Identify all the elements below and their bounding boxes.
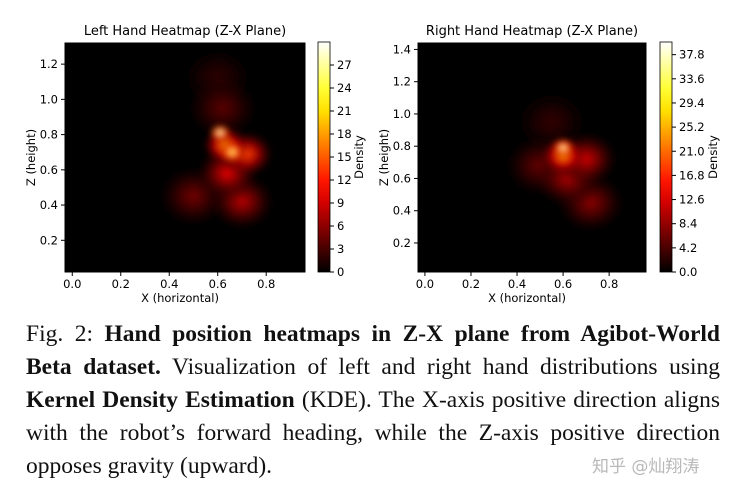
y-tick-label: 1.2 [393,75,411,89]
caption-text-2: (KDE). The X-axis positive direction ali… [26,387,721,479]
x-tick-label: 0.8 [257,277,275,291]
density-hotspot [217,139,247,165]
colorbar: 0 3 6 9 12 15 18 21 24 27 Density [317,41,366,279]
x-tick-label: 0.4 [508,277,526,291]
y-axis-label: Z (height) [24,129,38,186]
y-tick-label: 0.6 [40,163,58,177]
y-tick-label: 0.2 [393,236,411,250]
colorbar-gradient [317,41,331,273]
colorbar-gradient [659,41,673,273]
colorbar-tick-label: 21 [337,104,352,118]
y-tick-label: 0.2 [40,233,58,247]
colorbar-tick-label: 33.6 [679,72,705,86]
x-tick-label: 0.8 [600,277,618,291]
colorbar-tick-label: 12 [337,173,352,187]
density-cloud [504,88,625,233]
colorbar-tick-label: 18 [337,127,352,141]
caption-bold-title: Hand position heatmaps in Z-X plane from… [26,321,721,380]
heatmap-panel-left: 0.0 0.2 0.4 0.6 0.8 0.2 0.4 0.6 0.8 1.0 1.2 Left Ha… [24,24,366,305]
colorbar-tick-label: 8.4 [679,217,697,231]
x-tick-label: 0.6 [554,277,572,291]
x-tick-label: 0.2 [462,277,480,291]
colorbar-tick-label: 29.4 [679,96,705,110]
colorbar-tick-label: 37.8 [679,48,705,62]
density-cloud [158,44,275,230]
x-tick-label: 0.4 [160,277,178,291]
y-tick-label: 0.4 [393,204,411,218]
colorbar-tick-label: 4.2 [679,241,697,255]
y-tick-label: 0.6 [393,171,411,185]
colorbar-tick-label: 6 [337,219,344,233]
figure: 0.0 0.2 0.4 0.6 0.8 0.2 0.4 0.6 0.8 1.0 1.2 Left Ha… [24,24,720,305]
x-tick-label: 0.0 [63,277,81,291]
colorbar: 0.0 4.2 8.4 12.6 16.8 21.0 25.2 29.4 33.6 37.8 Den… [659,41,720,279]
x-tick-label: 0.0 [416,277,434,291]
caption-label: Fig. 2: [26,321,94,347]
y-tick-label: 1.2 [40,57,58,71]
y-tick-label: 0.8 [393,139,411,153]
panel-title: Left Hand Heatmap (Z-X Plane) [84,24,286,39]
colorbar-tick-label: 27 [337,58,352,72]
colorbar-label: Density [352,135,366,179]
caption-bold-term: Kernel Density Estimation [26,387,295,413]
density-hotspot [186,76,259,140]
colorbar-tick-label: 12.6 [679,193,705,207]
y-tick-label: 0.8 [40,128,58,142]
colorbar-tick-label: 25.2 [679,120,705,134]
colorbar-tick-label: 3 [337,242,344,256]
x-tick-label: 0.2 [112,277,130,291]
colorbar-tick-label: 0 [337,265,344,279]
x-axis-label: X (horizontal) [488,291,566,305]
colorbar-tick-label: 15 [337,150,352,164]
caption-text-1: Visualization of left and right hand dis… [172,354,720,380]
watermark-text: 知乎 @灿翔涛 [592,457,700,477]
colorbar-label: Density [706,135,720,179]
colorbar-tick-label: 21.0 [679,144,705,158]
colorbar-tick-label: 16.8 [679,168,705,182]
y-axis-label: Z (height) [377,129,391,186]
x-tick-label: 0.6 [209,277,227,291]
heatmap-panel-right: 0.0 0.2 0.4 0.6 0.8 0.2 0.4 0.6 0.8 1.0 1.2 1.4 Righ… [377,24,720,305]
y-tick-label: 1.4 [393,42,411,56]
axes-frame [64,42,306,273]
y-tick-label: 1.0 [40,92,58,106]
x-axis-label: X (horizontal) [141,291,219,305]
panel-title: Right Hand Heatmap (Z-X Plane) [426,24,638,39]
colorbar-tick-label: 0.0 [679,265,697,279]
colorbar-tick-label: 9 [337,196,344,210]
y-tick-label: 0.4 [40,198,58,212]
figure-svg: 0.0 0.2 0.4 0.6 0.8 0.2 0.4 0.6 0.8 1.0 1.2 Left Ha… [24,24,720,305]
figure-caption: Fig. 2: Hand position heatmaps in Z-X pl… [26,318,720,483]
density-hotspot [551,137,575,159]
density-hotspot [208,122,232,143]
colorbar-tick-label: 24 [337,81,352,95]
y-tick-label: 1.0 [393,107,411,121]
axes-frame [417,42,647,273]
